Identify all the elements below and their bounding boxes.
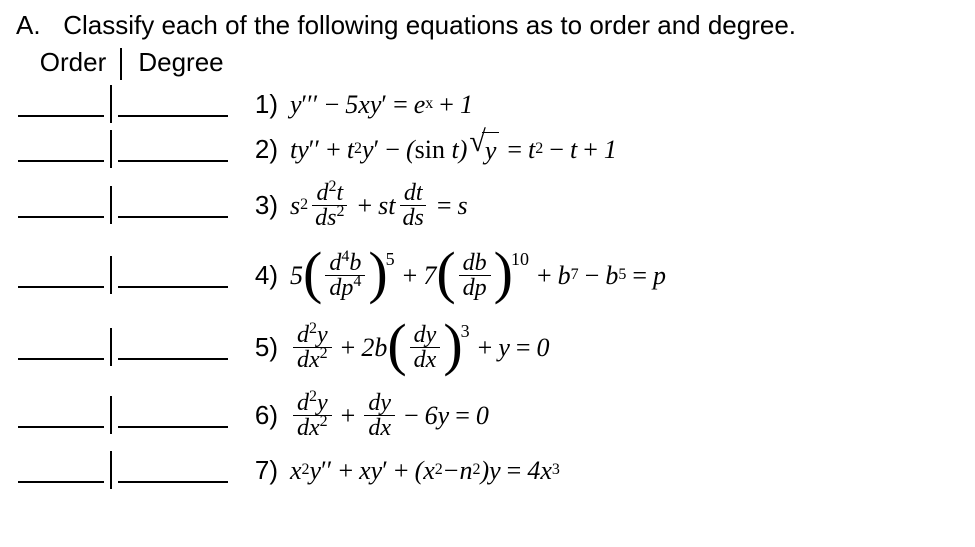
order-blank[interactable]	[18, 396, 104, 428]
item-number: 1)	[230, 87, 290, 122]
order-blank[interactable]	[18, 451, 104, 483]
blanks	[16, 256, 230, 294]
item-number: 3)	[230, 188, 290, 223]
equation-2: ty′′+t2y′−(sin t) √y =t2−t+1	[290, 130, 617, 168]
row-separator	[110, 186, 112, 224]
row-separator	[110, 451, 112, 489]
equation-1: y′′′−5xy′=ex+1	[290, 87, 473, 122]
column-headers: Order Degree	[30, 45, 959, 80]
header-separator	[120, 48, 122, 80]
row-separator	[110, 328, 112, 366]
blanks	[16, 186, 230, 224]
col-degree-label: Degree	[126, 45, 236, 80]
section-letter: A.	[16, 8, 56, 43]
degree-blank[interactable]	[118, 130, 228, 162]
item-number: 6)	[230, 398, 290, 433]
degree-blank[interactable]	[118, 396, 228, 428]
blanks	[16, 396, 230, 434]
degree-blank[interactable]	[118, 186, 228, 218]
blanks	[16, 328, 230, 366]
row-separator	[110, 396, 112, 434]
equation-row: 7) x2y′′+xy′+(x2−n2)y=4x3	[16, 448, 959, 492]
section-text: Classify each of the following equations…	[63, 10, 796, 40]
degree-blank[interactable]	[118, 328, 228, 360]
row-separator	[110, 130, 112, 168]
degree-blank[interactable]	[118, 256, 228, 288]
col-order-label: Order	[30, 45, 116, 80]
order-blank[interactable]	[18, 85, 104, 117]
equation-row: 6) d2ydx2 + dydx −6y=0	[16, 382, 959, 448]
item-number: 2)	[230, 132, 290, 167]
blanks	[16, 130, 230, 168]
order-blank[interactable]	[18, 256, 104, 288]
item-number: 4)	[230, 258, 290, 293]
order-blank[interactable]	[18, 328, 104, 360]
equation-5: d2ydx2 +2b ( dydx )3 +y=0	[290, 323, 550, 372]
equation-row: 4) 5 ( d4bdp4 )5 +7 ( dbdp )10 +b7−b5=p	[16, 238, 959, 312]
order-blank[interactable]	[18, 130, 104, 162]
equation-row: 3) s2 d2tds2 +st dtds =s	[16, 172, 959, 238]
section-heading: A. Classify each of the following equati…	[16, 8, 959, 43]
equation-3: s2 d2tds2 +st dtds =s	[290, 181, 468, 230]
item-number: 5)	[230, 330, 290, 365]
equation-7: x2y′′+xy′+(x2−n2)y=4x3	[290, 453, 560, 488]
equation-row: 1) y′′′−5xy′=ex+1	[16, 82, 959, 126]
blanks	[16, 85, 230, 123]
degree-blank[interactable]	[118, 85, 228, 117]
equation-row: 5) d2ydx2 +2b ( dydx )3 +y=0	[16, 312, 959, 382]
equation-row: 2) ty′′+t2y′−(sin t) √y =t2−t+1	[16, 126, 959, 172]
row-separator	[110, 85, 112, 123]
equation-6: d2ydx2 + dydx −6y=0	[290, 391, 489, 440]
order-blank[interactable]	[18, 186, 104, 218]
blanks	[16, 451, 230, 489]
degree-blank[interactable]	[118, 451, 228, 483]
equation-4: 5 ( d4bdp4 )5 +7 ( dbdp )10 +b7−b5=p	[290, 251, 666, 300]
row-separator	[110, 256, 112, 294]
item-number: 7)	[230, 453, 290, 488]
